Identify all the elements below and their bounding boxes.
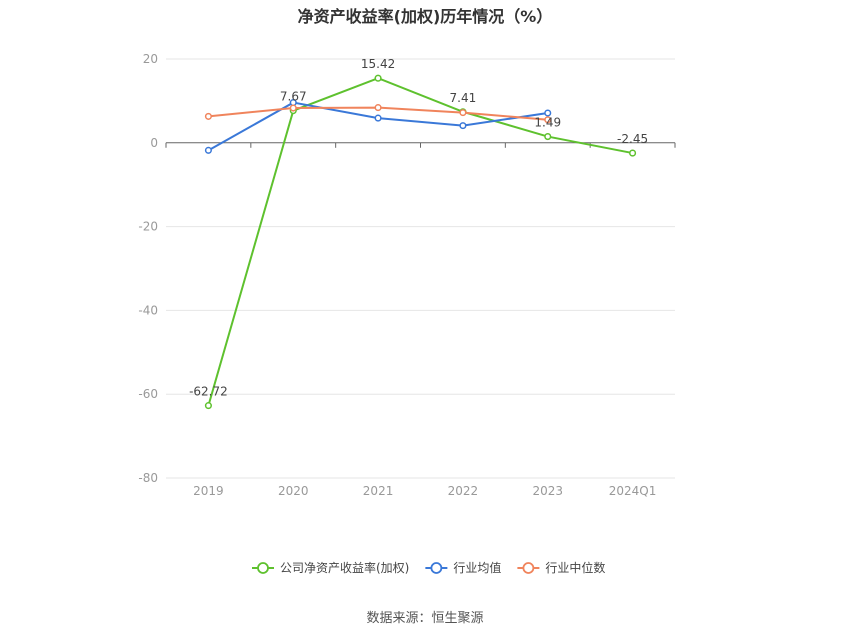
y-tick-label: -20 <box>138 220 158 234</box>
data-point <box>459 122 467 130</box>
legend-label: 公司净资产收益率(加权) <box>280 560 409 575</box>
x-axis: 2019 2020 2021 2022 2023 2024Q1 <box>165 142 676 498</box>
data-label: 7.67 <box>280 90 307 104</box>
legend-marker <box>430 562 443 574</box>
legend: 公司净资产收益率(加权) 行业均值 行业中位数 <box>252 560 605 575</box>
y-tick-label: 0 <box>150 136 158 150</box>
x-tick-label: 2023 <box>532 484 563 498</box>
data-labels: -62.72 7.67 15.42 7.41 1.49 -2.45 <box>189 57 648 398</box>
data-point <box>544 133 552 141</box>
data-label: 15.42 <box>361 57 395 71</box>
data-point <box>204 112 212 120</box>
legend-item-0: 公司净资产收益率(加权) <box>252 560 409 575</box>
x-tick-label: 2020 <box>278 484 309 498</box>
data-point <box>374 114 382 122</box>
data-label: -2.45 <box>617 132 648 146</box>
series-line-0 <box>207 77 633 406</box>
legend-label: 行业均值 <box>453 560 501 575</box>
data-point <box>459 109 467 117</box>
data-point <box>374 104 382 112</box>
data-point <box>204 402 212 410</box>
x-tick-label: 2022 <box>448 484 479 498</box>
data-source: 数据来源：恒生聚源 <box>366 611 484 626</box>
y-axis: 20 0 -20 -40 -60 -80 <box>138 52 158 485</box>
data-point <box>629 149 637 157</box>
y-tick-label: -60 <box>138 387 158 401</box>
x-tick-label: 2024Q1 <box>609 484 657 498</box>
data-point <box>289 104 297 112</box>
x-tick-label: 2021 <box>363 484 394 498</box>
chart-title: 净资产收益率(加权)历年情况（%） <box>297 7 553 26</box>
data-point <box>374 74 382 82</box>
legend-label: 行业中位数 <box>545 560 605 575</box>
data-label: 7.41 <box>450 91 477 105</box>
data-label: 1.49 <box>534 116 561 130</box>
x-tick-label: 2019 <box>193 484 224 498</box>
series-group <box>204 74 637 410</box>
legend-marker <box>522 562 535 574</box>
data-point <box>544 116 552 124</box>
legend-item-2: 行业中位数 <box>517 560 605 575</box>
legend-marker <box>257 562 269 574</box>
y-tick-label: -80 <box>138 471 158 485</box>
legend-item-1: 行业均值 <box>425 560 501 575</box>
data-point <box>204 146 212 154</box>
y-tick-label: -40 <box>138 303 158 317</box>
data-point <box>544 109 552 117</box>
y-tick-label: 20 <box>143 52 158 66</box>
data-label: -62.72 <box>189 385 228 399</box>
